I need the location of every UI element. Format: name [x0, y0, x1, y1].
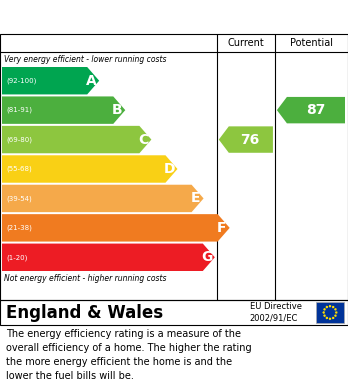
Text: Not energy efficient - higher running costs: Not energy efficient - higher running co… — [4, 274, 166, 283]
Text: The energy efficiency rating is a measure of the
overall efficiency of a home. T: The energy efficiency rating is a measur… — [6, 329, 252, 381]
Text: (81-91): (81-91) — [6, 107, 32, 113]
Text: (55-68): (55-68) — [6, 166, 32, 172]
Text: 76: 76 — [240, 133, 260, 147]
Text: Energy Efficiency Rating: Energy Efficiency Rating — [9, 9, 219, 25]
Text: Potential: Potential — [290, 38, 333, 48]
Text: England & Wales: England & Wales — [6, 303, 163, 321]
Text: EU Directive
2002/91/EC: EU Directive 2002/91/EC — [250, 302, 302, 323]
Text: D: D — [164, 162, 175, 176]
Polygon shape — [219, 126, 273, 153]
Polygon shape — [2, 67, 99, 95]
Polygon shape — [2, 155, 177, 183]
Text: (92-100): (92-100) — [6, 77, 37, 84]
Text: C: C — [138, 133, 149, 147]
Text: Current: Current — [228, 38, 264, 48]
Polygon shape — [2, 97, 125, 124]
Polygon shape — [2, 126, 151, 153]
Polygon shape — [277, 97, 345, 123]
Text: (21-38): (21-38) — [6, 224, 32, 231]
Text: Very energy efficient - lower running costs: Very energy efficient - lower running co… — [4, 55, 166, 64]
FancyBboxPatch shape — [316, 302, 344, 323]
Text: (1-20): (1-20) — [6, 254, 27, 260]
Text: A: A — [86, 74, 96, 88]
Polygon shape — [2, 214, 230, 242]
Text: B: B — [112, 103, 122, 117]
Text: E: E — [191, 192, 200, 205]
Text: 87: 87 — [306, 103, 325, 117]
Text: (39-54): (39-54) — [6, 195, 32, 202]
Text: F: F — [217, 221, 227, 235]
Polygon shape — [2, 244, 215, 271]
Polygon shape — [2, 185, 204, 212]
Text: (69-80): (69-80) — [6, 136, 32, 143]
Text: G: G — [201, 250, 213, 264]
